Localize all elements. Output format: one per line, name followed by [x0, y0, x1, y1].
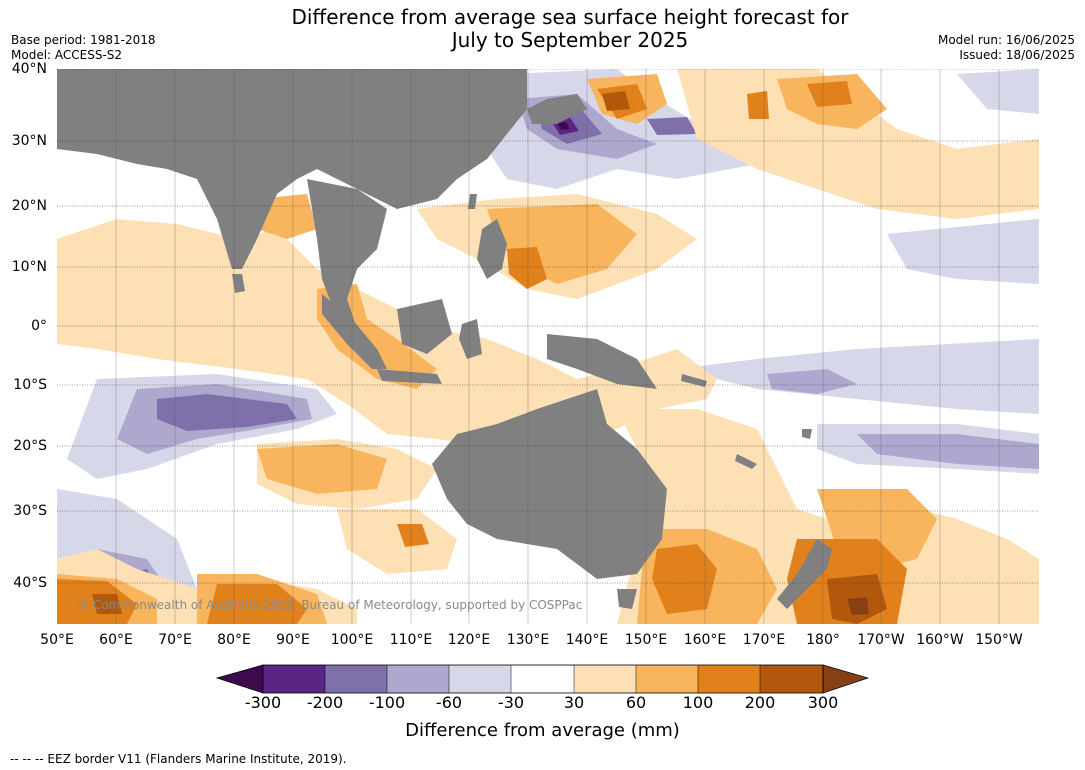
lon-label: 130°E — [506, 632, 550, 648]
lon-label: 150°E — [624, 632, 668, 648]
colorbar-swatch — [760, 665, 823, 693]
sri-lanka — [232, 274, 245, 293]
colorbar-swatch — [574, 665, 636, 693]
run-info: Model run: 16/06/2025 Issued: 18/06/2025 — [938, 33, 1075, 63]
colorbar-tick: 200 — [744, 693, 776, 712]
map-gridlines — [57, 69, 1039, 584]
anomaly-region-pos — [652, 544, 717, 614]
lat-label: 10°S — [13, 377, 47, 393]
base-period: Base period: 1981-2018 — [11, 33, 156, 47]
colorbar-swatch — [263, 665, 325, 693]
anomaly-region-pos — [207, 584, 307, 624]
lon-label: 60°E — [99, 632, 133, 648]
colorbar-tick: -200 — [306, 693, 344, 712]
colorbar-swatch — [636, 665, 698, 693]
model-name: Model: ACCESS-S2 — [11, 48, 123, 62]
colorbar-tick: -60 — [435, 693, 463, 712]
colorbar-swatch — [511, 665, 574, 693]
map-gridlines — [115, 69, 1000, 624]
anomaly-region-pos — [807, 81, 852, 107]
lon-label: 150°W — [975, 632, 1023, 648]
colorbar — [215, 664, 870, 694]
lon-label: 170°W — [857, 632, 905, 648]
java — [377, 369, 442, 384]
copyright-notice: © Commonwealth of Australia 2025, Bureau… — [77, 598, 583, 612]
lon-label: 80°E — [217, 632, 251, 648]
colorbar-tick: -100 — [368, 693, 406, 712]
taiwan — [468, 194, 477, 209]
colorbar-tick: 30 — [563, 693, 585, 712]
lat-label: 40°S — [13, 575, 47, 591]
indochina-landmass — [307, 179, 387, 329]
lon-label: 160°E — [683, 632, 727, 648]
philippines — [477, 219, 507, 279]
lon-label: 70°E — [158, 632, 192, 648]
new-guinea — [547, 334, 657, 389]
asia-landmass — [57, 69, 527, 269]
solomon-islands — [681, 374, 707, 387]
lat-label: 10°N — [11, 259, 47, 275]
anomaly-region-pos — [507, 247, 547, 289]
anomaly-region-neg — [677, 339, 1039, 414]
colorbar-swatch — [215, 664, 264, 694]
sulawesi — [459, 319, 482, 359]
colorbar-tick: -30 — [497, 693, 525, 712]
anomaly-region-neg — [157, 394, 297, 431]
eez-footnote: -- -- -- EEZ border V11 (Flanders Marine… — [10, 752, 347, 766]
lon-label: 180° — [806, 632, 840, 648]
colorbar-swatch — [325, 665, 387, 693]
anomaly-region-pos — [397, 524, 429, 547]
lat-label: 40°N — [11, 61, 47, 77]
lon-label: 140°E — [565, 632, 609, 648]
colorbar-tick: 100 — [682, 693, 714, 712]
colorbar-swatch — [387, 665, 449, 693]
colorbar-swatch — [449, 665, 511, 693]
colorbar-swatch — [698, 665, 760, 693]
anomaly-region-neg — [857, 434, 1039, 469]
fiji — [802, 429, 812, 439]
anomaly-region-neg — [957, 69, 1039, 114]
colorbar-frame — [262, 664, 824, 694]
lat-label: 20°S — [13, 438, 47, 454]
map-title-line-2: July to September 2025 — [451, 28, 689, 52]
colorbar-dividers — [324, 665, 761, 693]
australia — [432, 389, 667, 579]
tasmania — [617, 589, 637, 609]
model-info: Base period: 1981-2018 Model: ACCESS-S2 — [11, 33, 156, 63]
anomaly-region-pos — [747, 91, 769, 119]
lat-label: 20°N — [11, 198, 47, 214]
anomaly-region-neg — [887, 219, 1039, 284]
anomaly-region-pos — [602, 91, 630, 111]
colorbar-tick: 300 — [807, 693, 839, 712]
anomaly-region-pos — [847, 597, 869, 615]
lon-label: 100°E — [330, 632, 374, 648]
lon-label: 50°E — [40, 632, 74, 648]
colorbar-tick: 60 — [625, 693, 647, 712]
issued-date: Issued: 18/06/2025 — [959, 48, 1075, 62]
sea-height-map — [57, 69, 1039, 624]
anomaly-region-neg — [647, 117, 697, 135]
lat-label: 30°N — [11, 133, 47, 149]
lon-label: 90°E — [276, 632, 310, 648]
anomaly-region-pos — [257, 444, 387, 494]
lon-label: 160°W — [916, 632, 964, 648]
colorbar-tick: -300 — [244, 693, 282, 712]
new-zealand — [777, 539, 832, 609]
anomaly-region-neg — [767, 369, 857, 394]
colorbar-swatch — [822, 664, 870, 694]
map-title-line-1: Difference from average sea surface heig… — [291, 5, 849, 29]
lon-label: 170°E — [742, 632, 786, 648]
new-caledonia — [735, 454, 757, 469]
anomaly-region-neg — [557, 122, 570, 130]
anomaly-region-pos — [92, 594, 122, 614]
lat-label: 30°S — [13, 503, 47, 519]
model-run-date: Model run: 16/06/2025 — [937, 33, 1075, 47]
lon-label: 110°E — [389, 632, 433, 648]
colorbar-label: Difference from average (mm) — [405, 720, 680, 741]
japan — [527, 94, 587, 124]
anomaly-region-pos — [337, 509, 457, 574]
sumatra — [322, 294, 387, 369]
lat-label: 0° — [31, 318, 47, 334]
lon-label: 120°E — [447, 632, 491, 648]
